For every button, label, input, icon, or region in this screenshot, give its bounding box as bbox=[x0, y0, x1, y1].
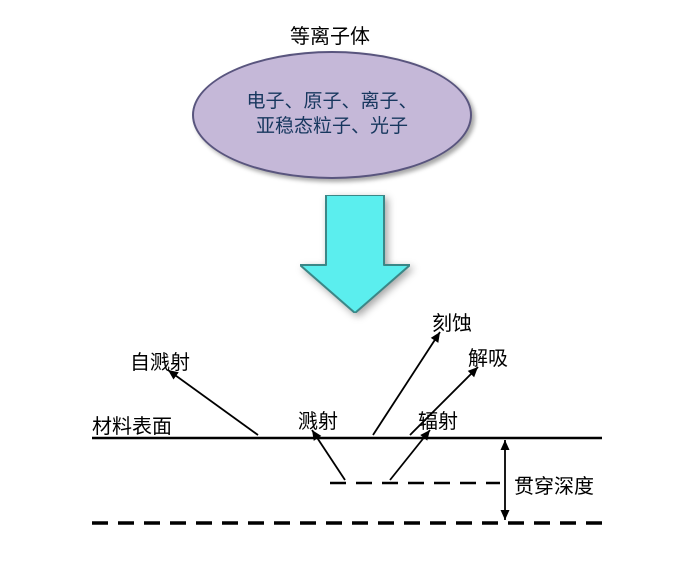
label-surface: 材料表面 bbox=[92, 410, 172, 439]
label-etch: 刻蚀 bbox=[432, 307, 472, 336]
label-sputter: 溅射 bbox=[298, 405, 338, 434]
down-arrow-svg bbox=[300, 195, 410, 313]
plasma-title: 等离子体 bbox=[290, 20, 370, 49]
ellipse-text: 电子、原子、离子、 亚稳态粒子、光子 bbox=[246, 90, 417, 139]
ellipse-line2: 亚稳态粒子、光子 bbox=[256, 116, 408, 137]
label-depth: 贯穿深度 bbox=[514, 470, 594, 499]
label-self-sputter: 自溅射 bbox=[130, 346, 190, 375]
label-desorb: 解吸 bbox=[468, 342, 508, 371]
label-radiation: 辐射 bbox=[418, 405, 458, 434]
diagram-canvas: 等离子体 电子、原子、离子、 亚稳态粒子、光子 自溅射 溅射 刻蚀 解吸 辐射 … bbox=[0, 0, 694, 574]
plasma-ellipse: 电子、原子、离子、 亚稳态粒子、光子 bbox=[192, 51, 472, 179]
plasma-down-arrow bbox=[300, 195, 410, 313]
ellipse-line1: 电子、原子、离子、 bbox=[246, 91, 417, 112]
